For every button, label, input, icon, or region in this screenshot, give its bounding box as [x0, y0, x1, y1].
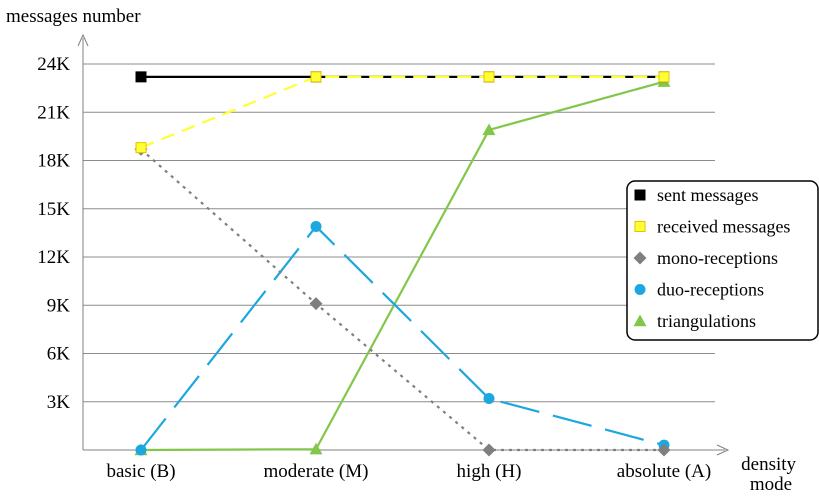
x-tick-labels: basic (B) moderate (M) high (H) absolute (A… — [106, 461, 711, 482]
data-point — [658, 71, 670, 83]
y-tick-label: 9K — [47, 295, 71, 316]
legend-label: sent messages — [657, 185, 758, 205]
x-tick-label: moderate (M) — [264, 461, 369, 482]
series-mono-receptions — [134, 142, 671, 457]
y-axis-arrow — [77, 33, 89, 47]
legend-entry: sent messages — [634, 185, 758, 205]
series-triangulations — [134, 75, 671, 456]
data-point — [309, 297, 323, 311]
data-point — [483, 71, 495, 83]
series — [134, 71, 671, 457]
legend-label: mono-receptions — [657, 248, 778, 268]
data-point — [657, 443, 671, 457]
y-tick-label: 3K — [47, 392, 71, 413]
y-tick-label: 15K — [37, 199, 70, 220]
series-line — [140, 224, 665, 451]
x-axis-title-line-2: mode — [750, 474, 792, 495]
data-point — [483, 393, 495, 405]
y-tick-labels: 3K 6K 9K 12K 15K 18K 21K 24K — [37, 54, 70, 413]
data-point — [135, 142, 147, 154]
y-tick-label: 6K — [47, 344, 71, 365]
series-duo-receptions — [135, 220, 670, 456]
x-tick-label: absolute (A) — [617, 461, 711, 482]
data-point — [135, 71, 147, 83]
legend-label: duo-receptions — [657, 280, 764, 300]
legend-marker — [633, 251, 647, 265]
legend-marker — [634, 189, 646, 201]
data-point — [310, 220, 322, 232]
x-tick-label: basic (B) — [106, 461, 175, 482]
x-axis-title: density mode — [741, 454, 801, 495]
series-line — [140, 75, 664, 149]
series-received-messages — [135, 71, 670, 154]
y-axis-title: messages number — [6, 6, 141, 27]
legend: sent messages received messages mono-recep… — [626, 180, 819, 341]
y-tick-label: 18K — [37, 151, 70, 172]
x-tick-label: high (H) — [457, 461, 522, 482]
y-tick-label: 24K — [37, 54, 70, 75]
x-axis-arrow — [716, 444, 730, 456]
legend-marker — [634, 221, 646, 232]
data-point — [309, 442, 323, 455]
legend-entry: duo-receptions — [634, 280, 764, 300]
legend-marker — [633, 314, 647, 327]
y-tick-label: 21K — [37, 102, 70, 123]
data-point — [482, 123, 496, 136]
y-tick-label: 12K — [37, 247, 70, 268]
legend-label: triangulations — [657, 311, 756, 331]
legend-entry: received messages — [634, 217, 790, 237]
x-axis-title-line-1: density — [741, 454, 796, 475]
grid-lines — [83, 63, 715, 403]
legend-box — [626, 180, 819, 341]
legend-marker — [634, 284, 646, 295]
data-point — [310, 71, 322, 83]
data-point — [135, 444, 147, 456]
legend-entry: triangulations — [633, 311, 756, 331]
data-point — [482, 443, 496, 457]
legend-label: received messages — [657, 217, 790, 237]
legend-entry: mono-receptions — [633, 248, 778, 268]
series-line — [140, 148, 664, 452]
series-line — [140, 80, 665, 452]
